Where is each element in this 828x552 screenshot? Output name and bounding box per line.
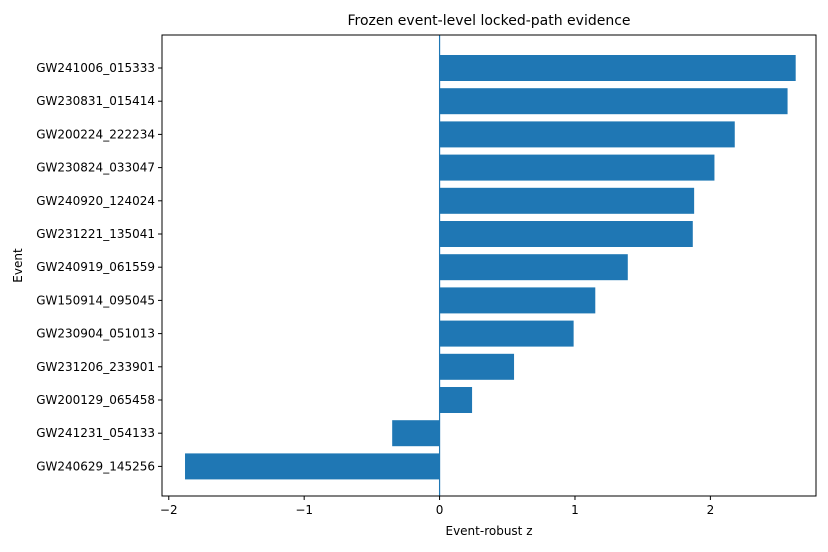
bar-GW230824_033047 — [440, 155, 715, 181]
bar-GW231206_233901 — [440, 354, 514, 380]
y-tick-label: GW240629_145256 — [36, 459, 155, 473]
y-tick-label: GW200129_065458 — [36, 393, 155, 407]
bar-GW241006_015333 — [440, 55, 796, 81]
bar-GW231221_135041 — [440, 221, 693, 247]
y-tick-label: GW231221_135041 — [36, 227, 155, 241]
y-tick-label: GW240920_124024 — [36, 194, 155, 208]
y-axis-label: Event — [11, 248, 25, 283]
x-tick-label: −2 — [160, 503, 178, 517]
bar-GW241231_054133 — [392, 420, 439, 446]
bar-GW230904_051013 — [440, 321, 574, 347]
y-tick-label: GW241006_015333 — [36, 61, 155, 75]
y-axis-ticks: GW241006_015333 GW230831_015414 GW200224_2… — [36, 61, 162, 473]
bar-GW240920_124024 — [440, 188, 695, 214]
bar-GW200224_222234 — [440, 121, 735, 147]
y-tick-label: GW200224_222234 — [36, 127, 155, 141]
bar-GW230831_015414 — [440, 88, 788, 114]
x-tick-label: 1 — [571, 503, 579, 517]
x-tick-label: 2 — [707, 503, 715, 517]
y-tick-label: GW150914_095045 — [36, 293, 155, 307]
x-tick-label: −1 — [295, 503, 313, 517]
y-tick-label: GW240919_061559 — [36, 260, 155, 274]
y-tick-label: GW230904_051013 — [36, 327, 155, 341]
y-tick-label: GW241231_054133 — [36, 426, 155, 440]
y-tick-label: GW230831_015414 — [36, 94, 155, 108]
chart-title: Frozen event-level locked-path evidence — [347, 13, 630, 29]
bar-GW240919_061559 — [440, 254, 628, 280]
x-axis-ticks: −2 −1 0 1 2 — [160, 496, 714, 517]
y-tick-label: GW230824_033047 — [36, 161, 155, 175]
bars-layer — [185, 55, 796, 479]
bar-GW150914_095045 — [440, 287, 596, 313]
bar-GW240629_145256 — [185, 453, 440, 479]
bar-GW200129_065458 — [440, 387, 472, 413]
y-tick-label: GW231206_233901 — [36, 360, 155, 374]
x-tick-label: 0 — [436, 503, 444, 517]
x-axis-label: Event-robust z — [445, 524, 532, 538]
